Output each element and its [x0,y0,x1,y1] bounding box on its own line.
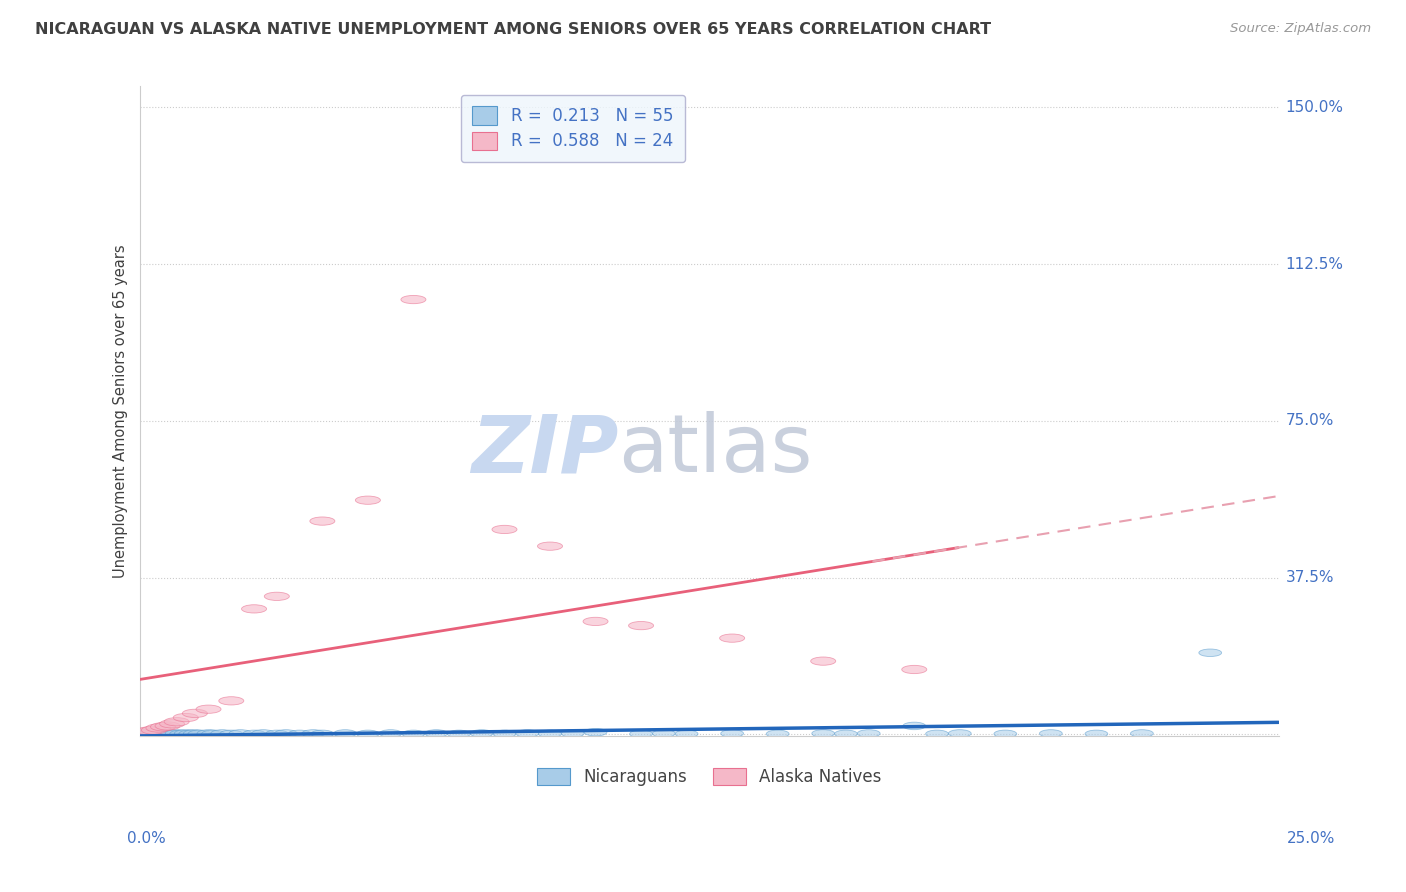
Text: 37.5%: 37.5% [1285,570,1334,585]
Ellipse shape [152,730,174,738]
Text: 112.5%: 112.5% [1285,257,1344,271]
Ellipse shape [211,730,233,737]
Ellipse shape [720,634,745,642]
Ellipse shape [150,723,176,731]
Ellipse shape [492,525,517,533]
Ellipse shape [835,730,858,738]
Ellipse shape [721,730,744,737]
Ellipse shape [242,605,267,613]
Ellipse shape [994,730,1017,738]
Ellipse shape [138,730,160,737]
Ellipse shape [311,730,333,738]
Ellipse shape [516,730,538,737]
Ellipse shape [166,730,188,737]
Ellipse shape [188,730,211,738]
Ellipse shape [219,697,243,705]
Text: 75.0%: 75.0% [1285,413,1334,428]
Ellipse shape [159,720,184,728]
Ellipse shape [252,730,274,737]
Y-axis label: Unemployment Among Seniors over 65 years: Unemployment Among Seniors over 65 years [114,244,128,578]
Ellipse shape [183,709,207,717]
Ellipse shape [142,730,166,738]
Ellipse shape [583,729,607,736]
Ellipse shape [901,665,927,673]
Ellipse shape [195,705,221,714]
Ellipse shape [173,714,198,722]
Ellipse shape [179,730,201,738]
Text: NICARAGUAN VS ALASKA NATIVE UNEMPLOYMENT AMONG SENIORS OVER 65 YEARS CORRELATION: NICARAGUAN VS ALASKA NATIVE UNEMPLOYMENT… [35,22,991,37]
Ellipse shape [652,730,675,737]
Ellipse shape [630,730,652,738]
Ellipse shape [949,730,972,737]
Ellipse shape [146,724,172,732]
Ellipse shape [201,730,225,738]
Ellipse shape [356,496,381,504]
Ellipse shape [447,730,471,738]
Ellipse shape [165,717,190,726]
Ellipse shape [129,731,152,738]
Text: ZIP: ZIP [471,411,619,490]
Ellipse shape [170,730,193,738]
Ellipse shape [243,730,266,738]
Ellipse shape [136,727,162,735]
Legend: Nicaraguans, Alaska Natives: Nicaraguans, Alaska Natives [530,762,889,793]
Ellipse shape [401,295,426,303]
Ellipse shape [134,730,156,738]
Text: 25.0%: 25.0% [1288,831,1336,846]
Ellipse shape [471,730,494,737]
Ellipse shape [288,730,311,738]
Text: 0.0%: 0.0% [127,831,166,846]
Ellipse shape [302,730,325,737]
Ellipse shape [1199,649,1222,657]
Ellipse shape [561,730,583,737]
Ellipse shape [357,730,380,738]
Text: 150.0%: 150.0% [1285,100,1344,115]
Ellipse shape [333,730,357,737]
Ellipse shape [1085,730,1108,738]
Ellipse shape [309,517,335,525]
Ellipse shape [1039,730,1063,737]
Ellipse shape [219,730,243,738]
Ellipse shape [183,730,207,737]
Ellipse shape [583,617,607,625]
Ellipse shape [811,657,835,665]
Ellipse shape [425,730,447,737]
Text: atlas: atlas [619,411,813,490]
Text: Source: ZipAtlas.com: Source: ZipAtlas.com [1230,22,1371,36]
Ellipse shape [274,730,297,737]
Ellipse shape [766,730,789,738]
Ellipse shape [155,722,180,730]
Ellipse shape [129,730,152,737]
Ellipse shape [675,730,697,738]
Ellipse shape [264,592,290,600]
Ellipse shape [538,730,561,738]
Ellipse shape [156,730,179,737]
Ellipse shape [494,730,516,738]
Ellipse shape [858,730,880,737]
Ellipse shape [811,730,835,737]
Ellipse shape [903,723,925,730]
Ellipse shape [148,730,170,737]
Ellipse shape [402,730,425,738]
Ellipse shape [1130,730,1153,737]
Ellipse shape [132,728,157,736]
Ellipse shape [628,622,654,630]
Ellipse shape [537,542,562,550]
Ellipse shape [229,730,252,737]
Ellipse shape [142,726,166,734]
Ellipse shape [174,730,197,737]
Ellipse shape [197,730,219,737]
Ellipse shape [925,730,949,738]
Ellipse shape [266,730,288,738]
Ellipse shape [160,730,183,738]
Ellipse shape [380,730,402,737]
